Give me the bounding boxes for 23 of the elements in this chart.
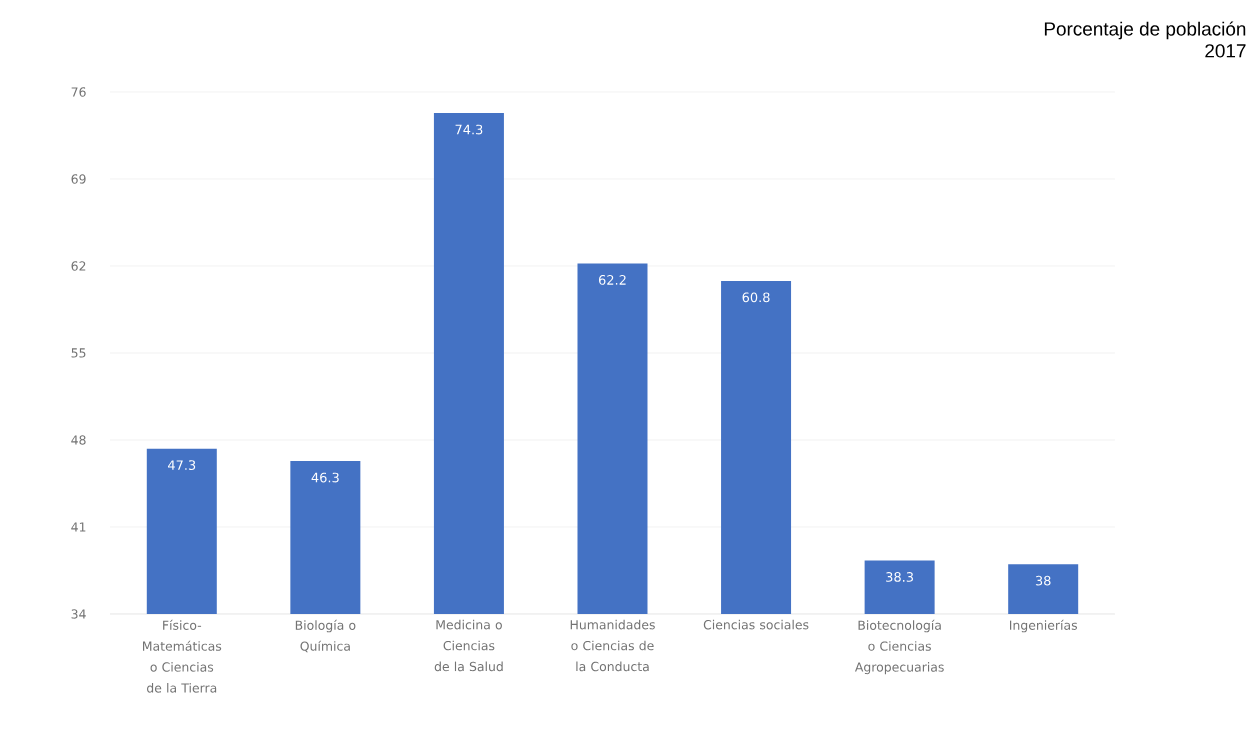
- y-tick-label: 55: [71, 348, 86, 358]
- y-tick-label: 34: [71, 609, 86, 619]
- x-tick-label: Ciencias sociales: [703, 619, 809, 630]
- y-tick-label: 48: [71, 435, 86, 445]
- x-tick-label: Físico-Matemáticas o Ciencias de la Tierra: [143, 619, 222, 693]
- y-tick-label: 76: [71, 87, 86, 97]
- data-label: 46.3: [311, 472, 339, 483]
- text: 2017: [1205, 44, 1246, 58]
- y-tick-label: 69: [71, 174, 86, 184]
- y-tick-label: 41: [71, 522, 86, 532]
- data-label: 38: [1035, 575, 1051, 586]
- x-tick-label: Humanidades o Ciencias de la Conducta: [570, 619, 655, 672]
- data-label: 60.8: [742, 292, 770, 303]
- data-label: 74.3: [455, 124, 483, 135]
- chart-title: Porcentaje de población: [1044, 21, 1246, 40]
- data-label: 38.3: [886, 572, 913, 582]
- data-label: 47.3: [168, 460, 196, 470]
- data-label: 62.2: [598, 275, 626, 285]
- x-tick-label: Biología o Química: [295, 619, 356, 653]
- x-tick-label: Ingenierías: [1009, 619, 1078, 633]
- x-tick-label: Biotecnología o Ciencias Agropecuarias: [854, 619, 944, 675]
- y-tick-label: 62: [71, 261, 86, 271]
- x-tick-label: Medicina o Ciencias de la Salud: [434, 619, 503, 672]
